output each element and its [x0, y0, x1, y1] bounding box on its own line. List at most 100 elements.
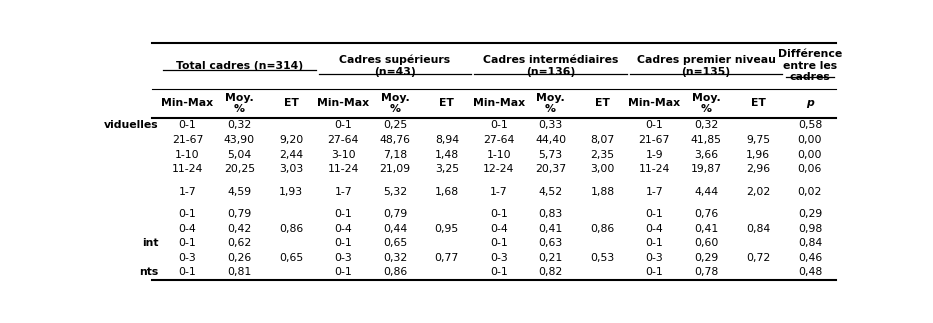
- Text: 0,32: 0,32: [228, 120, 252, 130]
- Text: 0,46: 0,46: [798, 253, 822, 263]
- Text: 11-24: 11-24: [327, 164, 359, 174]
- Text: 0-1: 0-1: [334, 267, 352, 277]
- Text: 5,04: 5,04: [228, 150, 252, 160]
- Text: 0-4: 0-4: [490, 224, 508, 234]
- Text: 9,20: 9,20: [279, 135, 303, 145]
- Text: Min-Max: Min-Max: [161, 99, 214, 109]
- Text: 0,72: 0,72: [745, 253, 770, 263]
- Text: Cadres supérieurs
(n=43): Cadres supérieurs (n=43): [340, 55, 451, 77]
- Text: 0,00: 0,00: [798, 135, 822, 145]
- Text: 0,33: 0,33: [538, 120, 563, 130]
- Text: Min-Max: Min-Max: [317, 99, 369, 109]
- Text: 0-1: 0-1: [178, 209, 196, 219]
- Text: 11-24: 11-24: [172, 164, 203, 174]
- Text: 0,95: 0,95: [435, 224, 459, 234]
- Text: 1-9: 1-9: [646, 150, 663, 160]
- Text: 0,79: 0,79: [228, 209, 252, 219]
- Text: 0,41: 0,41: [694, 224, 718, 234]
- Text: 3-10: 3-10: [331, 150, 355, 160]
- Text: Total cadres (n=314): Total cadres (n=314): [175, 61, 303, 71]
- Text: Cadres intermédiaires
(n=136): Cadres intermédiaires (n=136): [483, 55, 619, 77]
- Text: 0-1: 0-1: [490, 209, 508, 219]
- Text: 1-7: 1-7: [490, 187, 508, 197]
- Text: 1,93: 1,93: [279, 187, 303, 197]
- Text: 2,96: 2,96: [746, 164, 770, 174]
- Text: 0,81: 0,81: [228, 267, 252, 277]
- Text: 9,75: 9,75: [746, 135, 770, 145]
- Text: 0,83: 0,83: [538, 209, 563, 219]
- Text: 0-1: 0-1: [646, 267, 663, 277]
- Text: 2,35: 2,35: [591, 150, 615, 160]
- Text: 0-1: 0-1: [334, 120, 352, 130]
- Text: 0-1: 0-1: [490, 238, 508, 248]
- Text: 4,52: 4,52: [538, 187, 563, 197]
- Text: Différence
entre les
cadres: Différence entre les cadres: [778, 49, 842, 82]
- Text: 1,48: 1,48: [435, 150, 459, 160]
- Text: 1,68: 1,68: [435, 187, 459, 197]
- Text: ET: ET: [595, 99, 610, 109]
- Text: viduelles: viduelles: [104, 120, 159, 130]
- Text: 0,26: 0,26: [228, 253, 252, 263]
- Text: p: p: [806, 99, 814, 109]
- Text: 48,76: 48,76: [380, 135, 411, 145]
- Text: 0,06: 0,06: [798, 164, 822, 174]
- Text: ET: ET: [750, 99, 765, 109]
- Text: 41,85: 41,85: [690, 135, 721, 145]
- Text: 0-4: 0-4: [178, 224, 196, 234]
- Text: 0,60: 0,60: [694, 238, 718, 248]
- Text: ET: ET: [284, 99, 299, 109]
- Text: 27-64: 27-64: [327, 135, 359, 145]
- Text: 20,25: 20,25: [224, 164, 255, 174]
- Text: 2,02: 2,02: [745, 187, 770, 197]
- Text: 0,79: 0,79: [383, 209, 407, 219]
- Text: 0,65: 0,65: [279, 253, 303, 263]
- Text: 0,63: 0,63: [538, 238, 563, 248]
- Text: 1,88: 1,88: [591, 187, 615, 197]
- Text: 12-24: 12-24: [483, 164, 514, 174]
- Text: 0-1: 0-1: [646, 209, 663, 219]
- Text: 0,84: 0,84: [798, 238, 822, 248]
- Text: 0,00: 0,00: [798, 150, 822, 160]
- Text: 0,41: 0,41: [538, 224, 563, 234]
- Text: 21-67: 21-67: [638, 135, 670, 145]
- Text: 0-1: 0-1: [490, 267, 508, 277]
- Text: 0-3: 0-3: [334, 253, 352, 263]
- Text: 8,07: 8,07: [591, 135, 615, 145]
- Text: 2,44: 2,44: [279, 150, 303, 160]
- Text: 0,77: 0,77: [435, 253, 459, 263]
- Text: 0-4: 0-4: [334, 224, 352, 234]
- Text: 21-67: 21-67: [172, 135, 203, 145]
- Text: 27-64: 27-64: [483, 135, 514, 145]
- Text: 0,32: 0,32: [383, 253, 407, 263]
- Text: 0-1: 0-1: [490, 120, 508, 130]
- Text: 0-1: 0-1: [178, 238, 196, 248]
- Text: 44,40: 44,40: [535, 135, 566, 145]
- Text: 1-7: 1-7: [646, 187, 663, 197]
- Text: 0-1: 0-1: [334, 238, 352, 248]
- Text: 0,62: 0,62: [228, 238, 252, 248]
- Text: 0-3: 0-3: [178, 253, 196, 263]
- Text: Min-Max: Min-Max: [628, 99, 680, 109]
- Text: 0-1: 0-1: [178, 267, 196, 277]
- Text: 5,73: 5,73: [538, 150, 563, 160]
- Text: 0,42: 0,42: [228, 224, 252, 234]
- Text: 0,65: 0,65: [383, 238, 407, 248]
- Text: 0-3: 0-3: [646, 253, 663, 263]
- Text: 0,25: 0,25: [383, 120, 407, 130]
- Text: 3,03: 3,03: [279, 164, 303, 174]
- Text: 0,78: 0,78: [694, 267, 718, 277]
- Text: 1-10: 1-10: [175, 150, 200, 160]
- Text: 21,09: 21,09: [380, 164, 411, 174]
- Text: 43,90: 43,90: [224, 135, 255, 145]
- Text: 0,29: 0,29: [798, 209, 822, 219]
- Text: 8,94: 8,94: [435, 135, 459, 145]
- Text: 0,86: 0,86: [279, 224, 303, 234]
- Text: 0,76: 0,76: [694, 209, 718, 219]
- Text: 3,66: 3,66: [694, 150, 718, 160]
- Text: Moy.
%: Moy. %: [381, 93, 410, 114]
- Text: 0,21: 0,21: [538, 253, 563, 263]
- Text: 11-24: 11-24: [638, 164, 670, 174]
- Text: 0-1: 0-1: [646, 120, 663, 130]
- Text: 0,58: 0,58: [798, 120, 822, 130]
- Text: ET: ET: [439, 99, 454, 109]
